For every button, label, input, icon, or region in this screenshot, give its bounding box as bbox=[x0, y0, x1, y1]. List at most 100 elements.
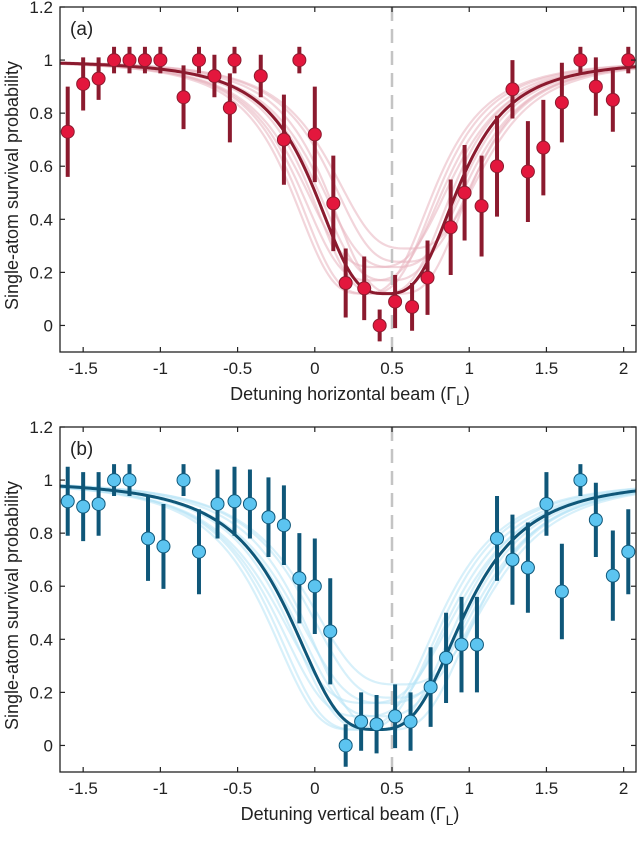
y-tick-label: 1 bbox=[44, 471, 53, 490]
data-point bbox=[388, 709, 403, 724]
data-point bbox=[156, 539, 171, 554]
data-point bbox=[307, 579, 322, 594]
data-point bbox=[454, 637, 469, 652]
data-point bbox=[91, 496, 106, 511]
data-point bbox=[60, 494, 75, 509]
y-tick-label: 0 bbox=[44, 736, 53, 755]
x-axis-label-close: ) bbox=[464, 384, 470, 404]
y-axis-label: Single-atom survival probability bbox=[2, 61, 22, 310]
data-point bbox=[276, 132, 291, 147]
x-axis-label-close: ) bbox=[453, 804, 459, 824]
fit-curve bbox=[60, 484, 636, 732]
y-tick-label: 0.2 bbox=[29, 263, 53, 282]
data-point bbox=[554, 95, 569, 110]
data-point bbox=[520, 560, 535, 575]
data-point bbox=[60, 124, 75, 139]
data-point bbox=[242, 496, 257, 511]
data-point bbox=[423, 680, 438, 695]
data-point bbox=[176, 90, 191, 105]
y-tick-label: 1.2 bbox=[29, 418, 53, 437]
data-point bbox=[457, 185, 472, 200]
data-point bbox=[76, 499, 91, 514]
data-point bbox=[107, 473, 122, 488]
fit-sample-curve bbox=[60, 61, 636, 250]
fit-sample-curve bbox=[60, 62, 636, 269]
data-point bbox=[474, 199, 489, 214]
x-tick-label: 1.5 bbox=[535, 779, 559, 798]
data-point bbox=[261, 510, 276, 525]
x-tick-label: 0 bbox=[310, 779, 319, 798]
data-point bbox=[307, 127, 322, 142]
data-point bbox=[191, 544, 206, 559]
data-point bbox=[621, 544, 636, 559]
data-point bbox=[292, 53, 307, 68]
data-point bbox=[227, 494, 242, 509]
x-axis-label-subscript: L bbox=[446, 812, 454, 828]
data-point bbox=[141, 531, 156, 546]
data-point bbox=[153, 53, 168, 68]
data-point bbox=[554, 584, 569, 599]
data-point bbox=[505, 552, 520, 567]
y-tick-label: 0.8 bbox=[29, 104, 53, 123]
data-point bbox=[253, 69, 268, 83]
data-point bbox=[122, 473, 137, 488]
data-point bbox=[403, 714, 418, 729]
x-axis-label: Detuning horizontal beam (ΓL) bbox=[230, 384, 470, 408]
fit-sample-curve bbox=[60, 62, 636, 282]
x-tick-label: -1 bbox=[153, 359, 168, 378]
y-tick-label: 0.4 bbox=[29, 210, 53, 229]
x-tick-label: 1.5 bbox=[535, 359, 559, 378]
data-point bbox=[372, 318, 387, 333]
data-point bbox=[326, 196, 341, 211]
x-axis-label-symbol: Γ bbox=[446, 384, 456, 404]
data-point bbox=[469, 637, 484, 652]
chart-panel-b: -1.5 -1 -0.5 0 0.5 1 1.5 2 0 0.2 0.4 0.6 0.8 1 1.2 (b) D… bbox=[2, 418, 637, 828]
data-point bbox=[122, 53, 137, 68]
data-point bbox=[439, 650, 454, 665]
x-tick-label: -1 bbox=[153, 779, 168, 798]
data-point bbox=[137, 53, 152, 68]
chart-panel-a: -1.5 -1 -0.5 0 0.5 1 1.5 2 0 0.2 0.4 0.6 0.8 1 1.2 (a) D… bbox=[2, 0, 637, 408]
data-point bbox=[176, 473, 191, 488]
panel-label: (a) bbox=[70, 19, 93, 40]
data-point bbox=[207, 69, 222, 83]
x-axis-label-subscript: L bbox=[456, 392, 464, 408]
plot-area bbox=[60, 427, 636, 772]
data-point bbox=[505, 82, 520, 97]
data-point bbox=[222, 100, 237, 115]
data-point bbox=[323, 624, 338, 639]
data-point bbox=[588, 512, 603, 527]
y-tick-label: 0.2 bbox=[29, 683, 53, 702]
fit-sample-curve bbox=[60, 484, 636, 686]
x-tick-label: 2 bbox=[619, 779, 628, 798]
data-point bbox=[369, 717, 384, 732]
data-point bbox=[573, 473, 588, 488]
data-point bbox=[227, 53, 242, 68]
data-point bbox=[338, 738, 353, 753]
fit-sample-curve bbox=[60, 486, 636, 731]
panel-label: (b) bbox=[70, 439, 93, 460]
data-point bbox=[490, 159, 505, 174]
data-point bbox=[292, 571, 307, 586]
plot-area bbox=[60, 7, 636, 352]
x-tick-label: 0.5 bbox=[380, 779, 404, 798]
data-point bbox=[490, 531, 505, 546]
x-tick-label: -1.5 bbox=[69, 359, 98, 378]
fit-sample-curve bbox=[60, 62, 636, 282]
x-axis-label-text: Detuning horizontal beam ( bbox=[230, 384, 446, 404]
y-tick-label: 0.8 bbox=[29, 524, 53, 543]
data-point bbox=[354, 714, 369, 729]
data-point bbox=[539, 496, 554, 511]
data-point bbox=[588, 79, 603, 94]
axes-frame bbox=[59, 6, 637, 353]
x-tick-label: 1 bbox=[464, 359, 473, 378]
data-point bbox=[605, 92, 620, 107]
x-tick-label: -1.5 bbox=[69, 779, 98, 798]
x-tick-label: 0 bbox=[310, 359, 319, 378]
x-tick-label: -0.5 bbox=[223, 779, 252, 798]
data-point bbox=[443, 220, 458, 235]
data-point bbox=[338, 276, 353, 290]
data-point bbox=[191, 53, 206, 68]
y-tick-label: 0 bbox=[44, 316, 53, 335]
data-point bbox=[405, 299, 420, 314]
